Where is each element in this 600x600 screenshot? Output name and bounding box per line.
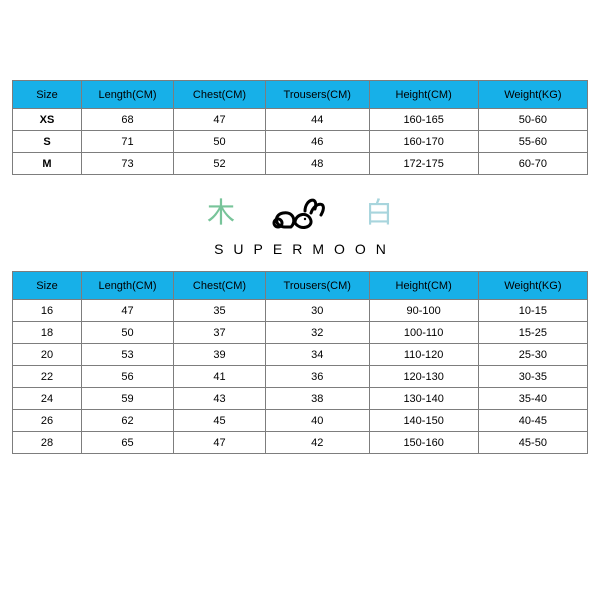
table-row: 20533934110-12025-30 [13, 344, 588, 366]
table-cell: 45-50 [478, 432, 587, 454]
table-cell: 42 [266, 432, 370, 454]
table-cell: 30 [266, 300, 370, 322]
logo-right-character: 白 [365, 199, 393, 227]
brand-logo-block: 木 [12, 193, 588, 257]
table-cell: 48 [266, 153, 370, 175]
table-cell: 50 [82, 322, 174, 344]
table-cell: 41 [174, 366, 266, 388]
table-cell: 43 [174, 388, 266, 410]
column-header: Length(CM) [82, 272, 174, 300]
table-cell: 65 [82, 432, 174, 454]
table-cell: 59 [82, 388, 174, 410]
table-cell: 25-30 [478, 344, 587, 366]
table-cell: 44 [266, 109, 370, 131]
size-chart-kids: SizeLength(CM)Chest(CM)Trousers(CM)Heigh… [12, 271, 588, 454]
table-row: 26624540140-15040-45 [13, 410, 588, 432]
table-cell: 160-170 [369, 131, 478, 153]
table-cell: 15-25 [478, 322, 587, 344]
table-row: 28654742150-16045-50 [13, 432, 588, 454]
brand-wordmark: SUPERMOON [204, 241, 396, 257]
column-header: Weight(KG) [478, 81, 587, 109]
table-cell: 16 [13, 300, 82, 322]
table-cell: 50 [174, 131, 266, 153]
column-header: Height(CM) [369, 81, 478, 109]
table-cell: 40 [266, 410, 370, 432]
table-cell: 35-40 [478, 388, 587, 410]
column-header: Length(CM) [82, 81, 174, 109]
table-cell: M [13, 153, 82, 175]
table-cell: 32 [266, 322, 370, 344]
table-cell: 36 [266, 366, 370, 388]
table-cell: 60-70 [478, 153, 587, 175]
column-header: Height(CM) [369, 272, 478, 300]
table-cell: 18 [13, 322, 82, 344]
table-row: XS684744160-16550-60 [13, 109, 588, 131]
column-header: Size [13, 272, 82, 300]
table-cell: 53 [82, 344, 174, 366]
table-cell: 71 [82, 131, 174, 153]
table-cell: 100-110 [369, 322, 478, 344]
table-cell: 35 [174, 300, 266, 322]
column-header: Chest(CM) [174, 81, 266, 109]
table-cell: 46 [266, 131, 370, 153]
table-cell: 62 [82, 410, 174, 432]
table-cell: 90-100 [369, 300, 478, 322]
table-cell: 47 [174, 109, 266, 131]
column-header: Trousers(CM) [266, 81, 370, 109]
table-cell: 160-165 [369, 109, 478, 131]
rabbit-icon [265, 193, 335, 233]
table-cell: 120-130 [369, 366, 478, 388]
table-cell: 45 [174, 410, 266, 432]
table-row: 18503732100-11015-25 [13, 322, 588, 344]
table-cell: 150-160 [369, 432, 478, 454]
table-row: 22564136120-13030-35 [13, 366, 588, 388]
table-cell: 50-60 [478, 109, 587, 131]
table-cell: 26 [13, 410, 82, 432]
table-cell: 34 [266, 344, 370, 366]
table-cell: S [13, 131, 82, 153]
table-cell: 39 [174, 344, 266, 366]
table-cell: 110-120 [369, 344, 478, 366]
table-cell: 140-150 [369, 410, 478, 432]
table-cell: 37 [174, 322, 266, 344]
table-cell: 47 [82, 300, 174, 322]
table-cell: 22 [13, 366, 82, 388]
table-row: S715046160-17055-60 [13, 131, 588, 153]
table-cell: 52 [174, 153, 266, 175]
table-cell: 24 [13, 388, 82, 410]
column-header: Chest(CM) [174, 272, 266, 300]
table-cell: 68 [82, 109, 174, 131]
table-cell: 56 [82, 366, 174, 388]
table-cell: 28 [13, 432, 82, 454]
table-row: 1647353090-10010-15 [13, 300, 588, 322]
table-cell: 30-35 [478, 366, 587, 388]
column-header: Size [13, 81, 82, 109]
table-cell: 73 [82, 153, 174, 175]
table-row: M735248172-17560-70 [13, 153, 588, 175]
table-cell: 38 [266, 388, 370, 410]
size-chart-adult: SizeLength(CM)Chest(CM)Trousers(CM)Heigh… [12, 80, 588, 175]
table-cell: 20 [13, 344, 82, 366]
table-cell: XS [13, 109, 82, 131]
column-header: Trousers(CM) [266, 272, 370, 300]
logo-left-character: 木 [207, 199, 235, 227]
table-cell: 40-45 [478, 410, 587, 432]
column-header: Weight(KG) [478, 272, 587, 300]
table-cell: 47 [174, 432, 266, 454]
table-cell: 10-15 [478, 300, 587, 322]
table-row: 24594338130-14035-40 [13, 388, 588, 410]
table-cell: 55-60 [478, 131, 587, 153]
table-cell: 130-140 [369, 388, 478, 410]
table-cell: 172-175 [369, 153, 478, 175]
